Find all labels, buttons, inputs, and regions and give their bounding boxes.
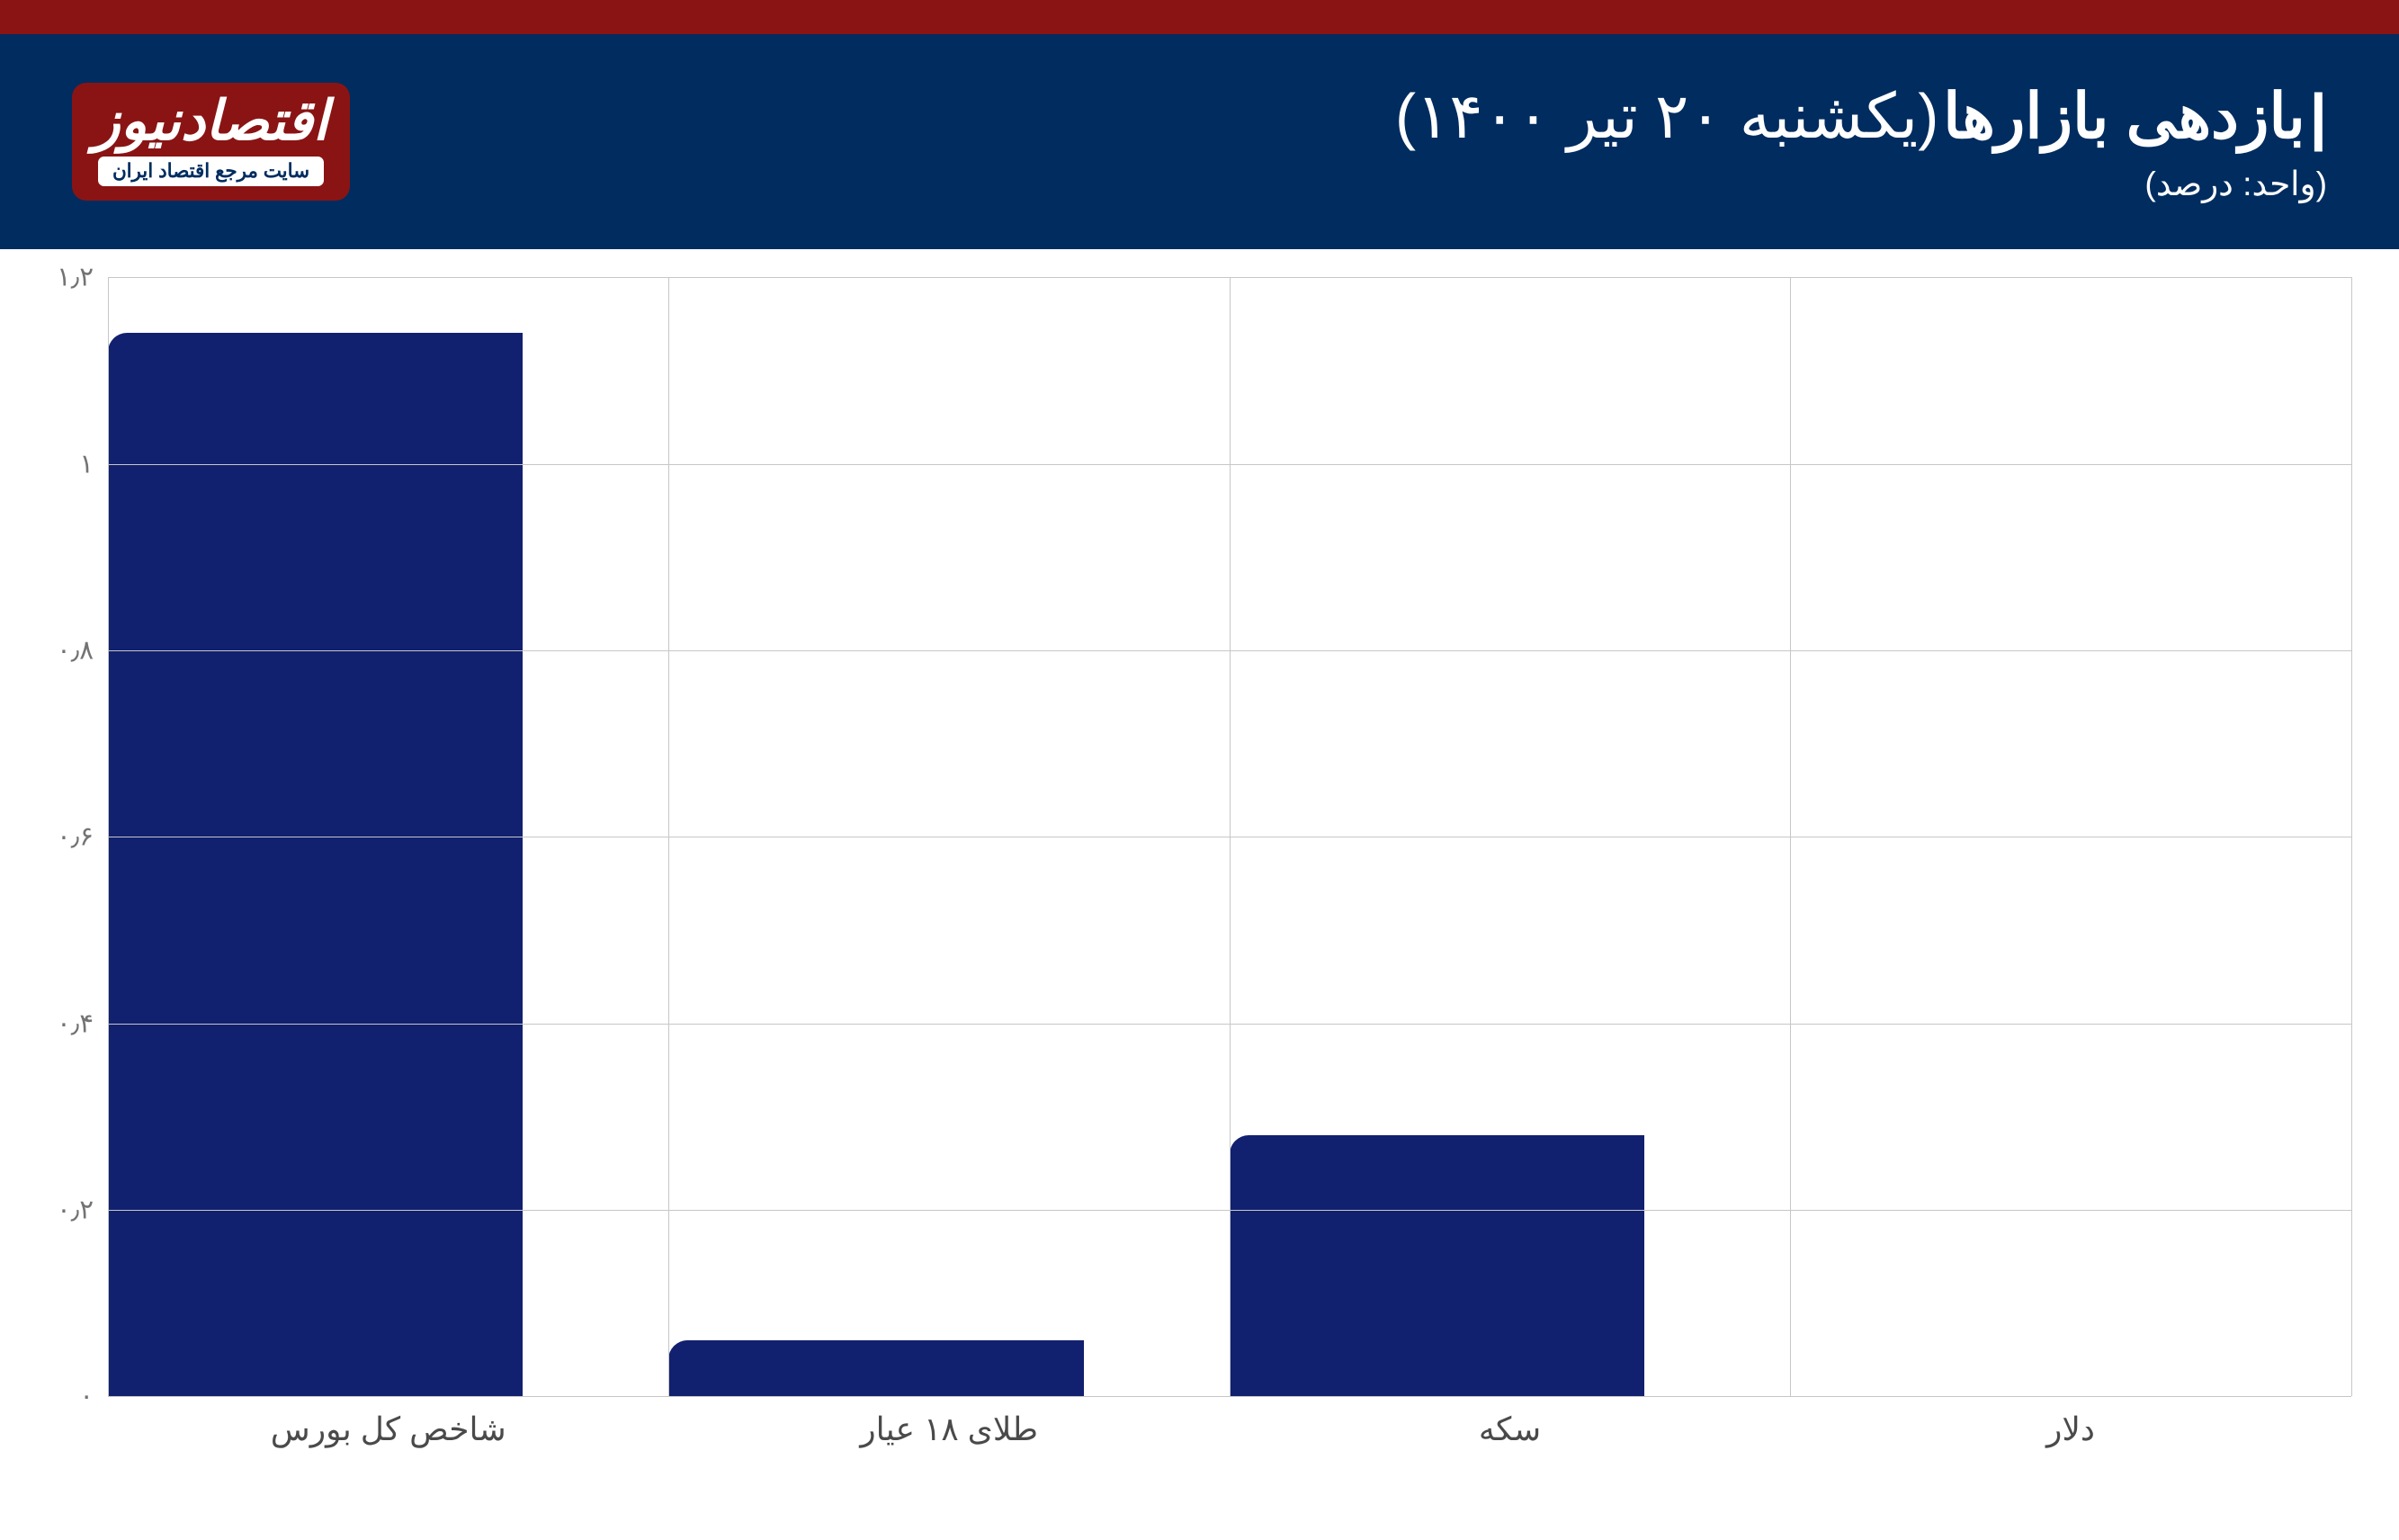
x-tick-label: سکه xyxy=(1230,1396,1790,1493)
title-pipe: | xyxy=(2310,80,2327,152)
x-axis-labels: شاخص کل بورسطلای ۱۸ عیارسکهدلار xyxy=(108,1396,2351,1493)
plot-region: ۰۰٫۲۰٫۴۰٫۶۰٫۸۱۱٫۲ xyxy=(108,277,2351,1396)
vertical-gridline xyxy=(108,277,109,1396)
vertical-gridline xyxy=(2351,277,2352,1396)
chart-title: بازدهی بازارها xyxy=(1943,80,2305,153)
y-tick-label: ۱٫۲ xyxy=(57,262,94,293)
x-tick-label: شاخص کل بورس xyxy=(108,1396,668,1493)
title-row: | بازدهی بازارها (یکشنبه ۲۰ تیر ۱۴۰۰) xyxy=(1395,80,2327,153)
title-block: | بازدهی بازارها (یکشنبه ۲۰ تیر ۱۴۰۰) (و… xyxy=(1395,80,2327,202)
chart-container: | بازدهی بازارها (یکشنبه ۲۰ تیر ۱۴۰۰) (و… xyxy=(0,0,2399,1540)
vertical-gridline xyxy=(668,277,669,1396)
x-tick-label: دلار xyxy=(1790,1396,2350,1493)
logo-tagline: سایت مرجع اقتصاد ایران xyxy=(98,157,324,186)
y-tick-label: ۱ xyxy=(79,448,94,479)
y-tick-label: ۰٫۶ xyxy=(57,821,94,853)
logo-text: اقتصادنیوز xyxy=(94,93,328,148)
publisher-logo: اقتصادنیوز سایت مرجع اقتصاد ایران xyxy=(72,83,350,200)
y-tick-label: ۰٫۲ xyxy=(57,1195,94,1226)
y-tick-label: ۰٫۸ xyxy=(57,634,94,666)
chart-header: | بازدهی بازارها (یکشنبه ۲۰ تیر ۱۴۰۰) (و… xyxy=(0,34,2399,250)
chart-date: (یکشنبه ۲۰ تیر ۱۴۰۰) xyxy=(1395,80,1938,153)
bar xyxy=(1230,1135,1644,1396)
chart-unit: (واحد: درصد) xyxy=(1395,164,2327,203)
y-tick-label: ۰ xyxy=(79,1381,94,1412)
vertical-gridline xyxy=(1230,277,1231,1396)
bar xyxy=(108,333,523,1396)
x-tick-label: طلای ۱۸ عیار xyxy=(668,1396,1229,1493)
bar xyxy=(668,1340,1083,1396)
chart-area: ۰۰٫۲۰٫۴۰٫۶۰٫۸۱۱٫۲ شاخص کل بورسطلای ۱۸ عی… xyxy=(108,277,2351,1493)
top-accent-bar xyxy=(0,0,2399,34)
vertical-gridline xyxy=(1790,277,1791,1396)
y-tick-label: ۰٫۴ xyxy=(57,1007,94,1039)
